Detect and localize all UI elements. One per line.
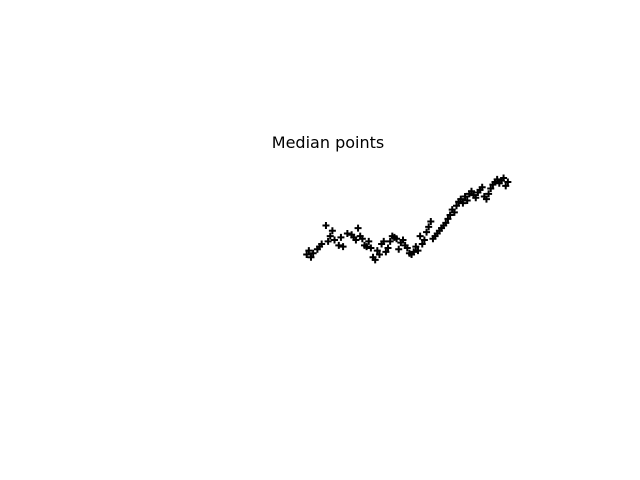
scatter-point bbox=[382, 248, 390, 256]
scatter-point bbox=[502, 182, 510, 190]
plot-area bbox=[303, 174, 512, 264]
scatter-point bbox=[399, 236, 407, 244]
scatter-point bbox=[493, 175, 501, 183]
scatter-point bbox=[324, 237, 332, 245]
scatter-point bbox=[450, 208, 458, 216]
scatter-point bbox=[444, 215, 452, 223]
scatter-point bbox=[380, 237, 388, 245]
scatter-point bbox=[386, 237, 394, 245]
scatter-point bbox=[393, 235, 401, 243]
scatter-point bbox=[343, 229, 351, 237]
scatter-point bbox=[472, 194, 480, 202]
scatter-point bbox=[459, 199, 467, 207]
scatter-point bbox=[478, 183, 486, 191]
scatter-point bbox=[371, 256, 379, 264]
scatter-point bbox=[307, 253, 315, 261]
scatter-point bbox=[309, 249, 317, 257]
scatter-point bbox=[423, 228, 431, 236]
scatter-point bbox=[363, 243, 371, 251]
scatter-point bbox=[485, 190, 493, 198]
scatter-point bbox=[461, 192, 469, 200]
scatter-point bbox=[328, 227, 336, 235]
scatter-point bbox=[487, 185, 495, 193]
scatter-point bbox=[403, 244, 411, 252]
scatter-point bbox=[365, 237, 373, 245]
scatter-point bbox=[395, 245, 403, 253]
scatter-point bbox=[375, 251, 383, 259]
scatter-point bbox=[339, 243, 347, 251]
scatter-point bbox=[453, 202, 460, 210]
scatter-point bbox=[427, 218, 435, 226]
scatter-point bbox=[425, 223, 433, 231]
scatter-point bbox=[416, 232, 424, 240]
scatter-point bbox=[367, 244, 375, 252]
scatter-point bbox=[446, 211, 454, 219]
scatter-point bbox=[303, 251, 311, 259]
scatter-point bbox=[337, 233, 345, 241]
scatter-point bbox=[418, 240, 426, 248]
scatter-point bbox=[482, 195, 490, 203]
scatter-point bbox=[442, 219, 450, 227]
scatter-point bbox=[420, 236, 428, 244]
scatter-point bbox=[335, 241, 343, 249]
scatter-point bbox=[410, 248, 418, 256]
scatter-point bbox=[305, 247, 313, 255]
scatter-point bbox=[322, 222, 330, 230]
scatter-point bbox=[463, 196, 471, 204]
scatter-point bbox=[504, 178, 512, 186]
scatter-point bbox=[467, 187, 475, 195]
scatter-point bbox=[358, 235, 366, 243]
scatter-point bbox=[354, 224, 362, 232]
scatter-point bbox=[318, 240, 326, 248]
scatter-point bbox=[326, 232, 334, 240]
scatter-point bbox=[414, 247, 422, 255]
scatter-point bbox=[457, 195, 465, 203]
scatter-point bbox=[412, 243, 420, 251]
scatter-point bbox=[331, 236, 339, 244]
scatter-point bbox=[500, 174, 508, 182]
scatter-point bbox=[352, 236, 360, 244]
scatter-point bbox=[384, 244, 392, 252]
chart-title: Median points bbox=[272, 133, 384, 152]
scatter-point bbox=[373, 247, 381, 255]
